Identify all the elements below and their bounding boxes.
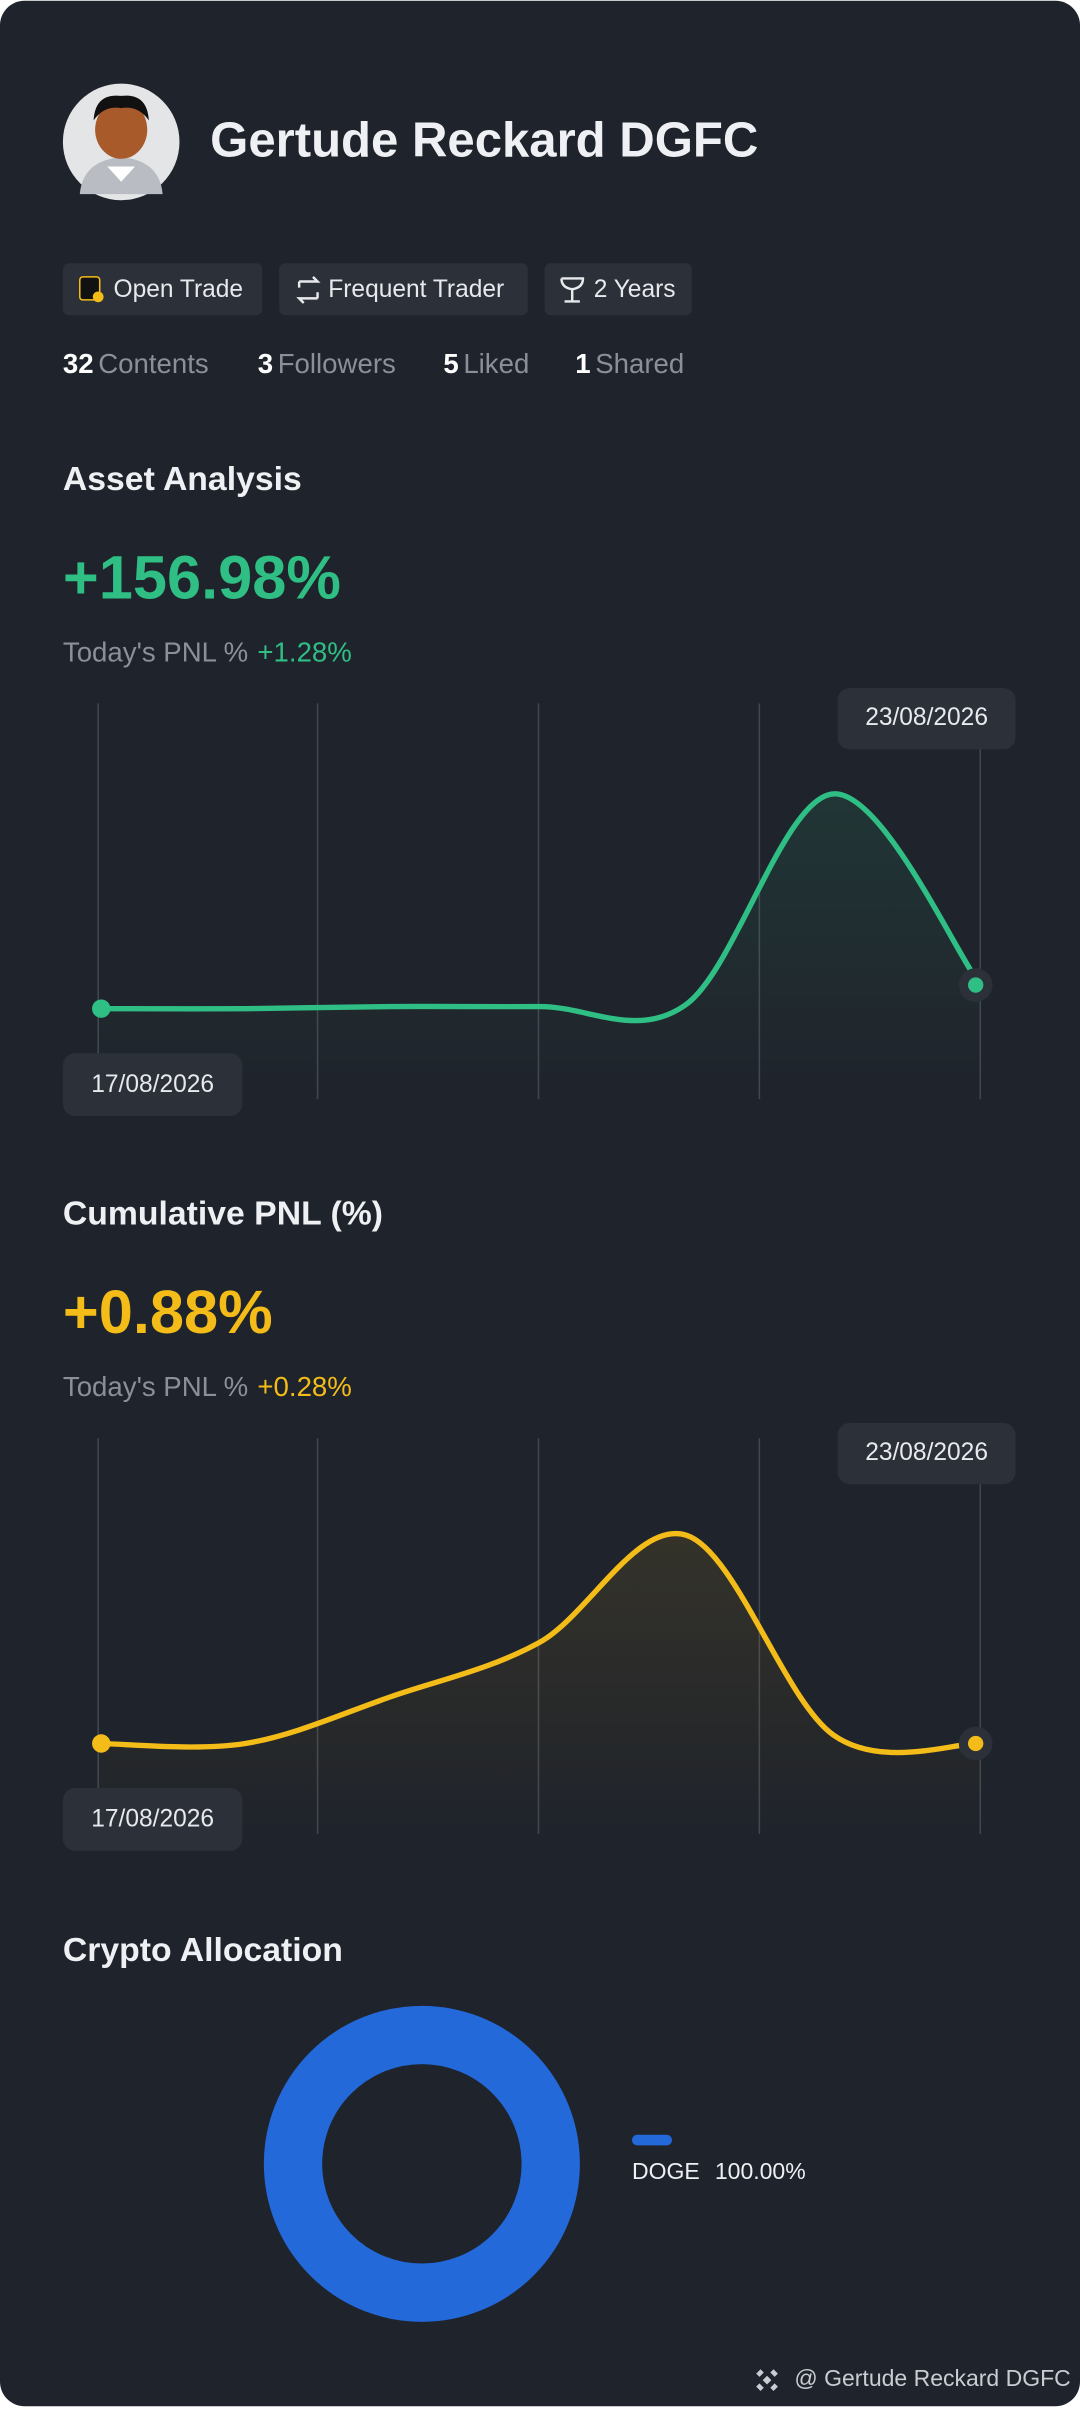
pnl-label: Today's PNL % <box>63 1371 248 1402</box>
area <box>98 1533 981 1835</box>
date-box <box>62 1053 243 1117</box>
end-date: 23/08/2026 <box>865 704 988 731</box>
avatar <box>62 83 180 201</box>
section-title: Crypto Allocation <box>63 1931 343 1969</box>
pnl-label: Today's PNL % <box>63 637 248 668</box>
date-box <box>62 1787 243 1851</box>
stat-label: Shared <box>595 348 684 379</box>
stat-value: 5 <box>443 348 458 379</box>
badge: Frequent Trader <box>328 276 504 303</box>
pnl: Today's PNL % +0.28% <box>63 1371 352 1402</box>
end-date: 23/08/2026 <box>865 1439 988 1466</box>
line <box>98 791 983 1024</box>
date-box <box>837 688 1016 750</box>
footer: @ Gertude Reckard DGFC <box>756 2365 1071 2391</box>
stat-value: 1 <box>575 348 590 379</box>
stat: 32 Contents <box>63 348 209 379</box>
section-title: Cumulative PNL (%) <box>63 1195 383 1233</box>
date-box <box>837 1422 1016 1485</box>
stat-value: 3 <box>258 348 273 379</box>
legend-swatch <box>632 2134 672 2146</box>
stat-label: Contents <box>98 348 209 379</box>
start-date: 17/08/2026 <box>91 1806 214 1833</box>
stat: 1 Shared <box>575 348 684 379</box>
badges: Open Trade Frequent Trader 2 Years <box>62 263 692 316</box>
start-point <box>92 999 111 1018</box>
section-title: Asset Analysis <box>63 460 302 498</box>
stat-label: Followers <box>278 348 396 379</box>
pnl-value: +0.28% <box>257 1371 351 1402</box>
badge: 2 Years <box>594 276 676 303</box>
end-point <box>968 1735 984 1752</box>
charts: Asset Analysis +156.98% Today's PNL % +1.28… <box>62 460 1016 2322</box>
headline: +156.98% <box>63 543 341 612</box>
start-date: 17/08/2026 <box>91 1071 214 1098</box>
start-point <box>92 1734 111 1753</box>
pnl: Today's PNL % +1.28% <box>63 637 352 668</box>
line <box>98 1530 981 1756</box>
stats: 32 Contents 3 Followers 5 Liked 1 Shared <box>63 348 684 379</box>
stat: 5 Liked <box>443 348 529 379</box>
footer-text: @ Gertude Reckard DGFC <box>794 2365 1070 2391</box>
area <box>98 793 981 1100</box>
stat: 3 Followers <box>258 348 396 379</box>
end-point <box>968 977 984 993</box>
badge: Open Trade <box>114 276 244 303</box>
stat-label: Liked <box>463 348 529 379</box>
stat-value: 32 <box>63 348 94 379</box>
legend-label: DOGE <box>632 2158 700 2184</box>
pnl-value: +1.28% <box>257 637 351 668</box>
headline: +0.88% <box>63 1278 273 1347</box>
donut-segment <box>263 2005 580 2322</box>
profile-name: Gertude Reckard DGFC <box>210 113 758 167</box>
legend-value: 100.00% <box>715 2158 806 2184</box>
